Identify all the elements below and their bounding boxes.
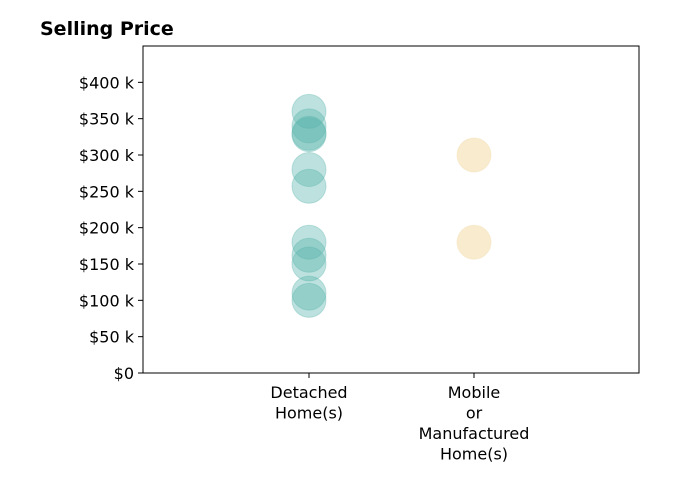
data-point (291, 282, 327, 318)
data-point (291, 168, 327, 204)
data-point (291, 117, 327, 153)
y-tick-label: $200 k (79, 219, 135, 238)
data-point (456, 137, 492, 173)
x-tick-label: Detached Home(s) (270, 383, 347, 423)
y-tick-label: $250 k (79, 182, 135, 201)
y-tick-label: $400 k (79, 73, 135, 92)
data-point (291, 237, 327, 273)
x-tick-label: Mobile or Manufactured Home(s) (419, 383, 530, 464)
data-point (291, 224, 327, 260)
y-tick-label: $50 k (89, 328, 135, 347)
data-point (291, 115, 327, 151)
y-axis: $0 $50 k $100 k $150 k $200 k $250 k $300 k $35… (79, 73, 143, 383)
data-point (291, 246, 327, 282)
y-tick-label: $300 k (79, 146, 135, 165)
y-tick-label: $150 k (79, 255, 135, 274)
y-tick-label: $100 k (79, 291, 135, 310)
data-point (291, 275, 327, 311)
y-tick-label: $0 (114, 364, 134, 383)
data-point (456, 224, 492, 260)
data-point (291, 108, 327, 144)
chart-title: Selling Price (40, 18, 174, 40)
data-point (291, 152, 327, 188)
plot-frame (142, 45, 640, 374)
data-point (291, 93, 327, 129)
data-points (291, 93, 492, 318)
y-tick-label: $350 k (79, 110, 135, 129)
x-axis: Detached Home(s) Mobile or Manufactured Home(… (270, 373, 529, 464)
